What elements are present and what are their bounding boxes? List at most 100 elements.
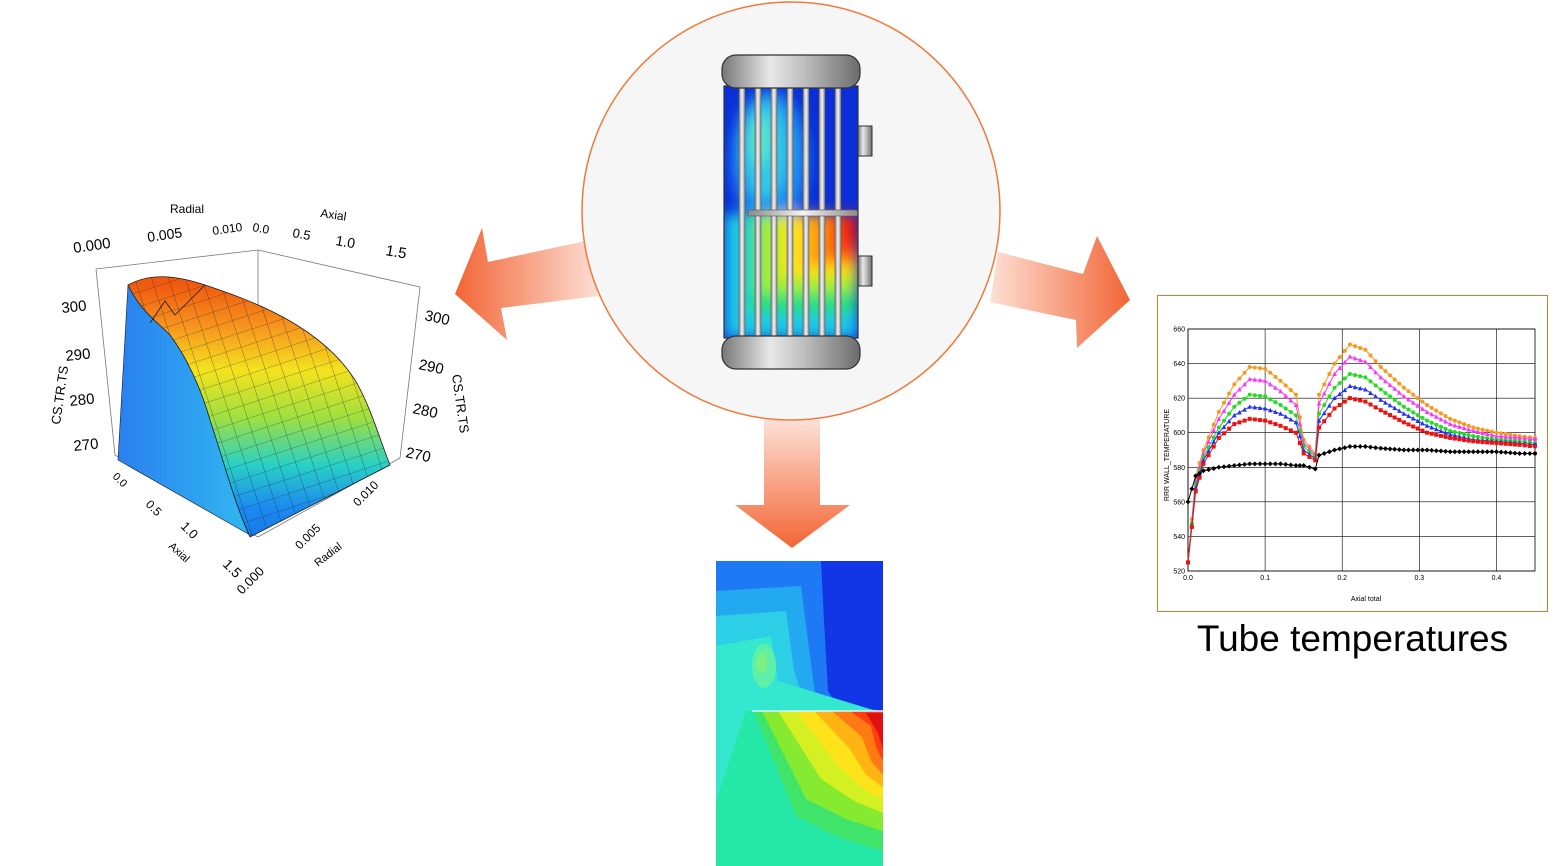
data-point xyxy=(1424,447,1430,453)
data-point xyxy=(1471,434,1476,439)
data-point xyxy=(1226,400,1232,405)
data-point xyxy=(1434,432,1439,437)
data-point xyxy=(1332,371,1337,376)
x-tick-label: 0.3 xyxy=(1414,575,1424,582)
series-4 xyxy=(1186,396,1537,565)
data-point xyxy=(1457,431,1462,436)
data-point xyxy=(1512,435,1518,440)
data-point xyxy=(1257,461,1263,467)
data-point xyxy=(1471,428,1476,433)
data-point xyxy=(1252,377,1258,382)
chart-series xyxy=(1185,342,1537,565)
data-point xyxy=(1337,403,1342,408)
data-point xyxy=(1383,369,1388,374)
data-point xyxy=(1322,382,1327,387)
data-point xyxy=(1508,434,1513,440)
y-axis-label: RRR WALL_TEMPERATURE xyxy=(1164,409,1171,502)
data-point xyxy=(1267,407,1273,413)
data-point xyxy=(1475,429,1481,435)
radial-ticks-top: 0.000 0.005 0.010 xyxy=(72,220,243,257)
data-point xyxy=(1332,406,1337,411)
data-point xyxy=(1466,423,1471,428)
data-point xyxy=(1312,466,1318,472)
axial-tick: 1.5 xyxy=(384,242,407,262)
data-point xyxy=(1262,378,1268,383)
data-point xyxy=(1226,418,1232,424)
data-point xyxy=(1326,449,1332,455)
data-point xyxy=(1420,420,1425,426)
data-point xyxy=(1327,371,1332,376)
data-point xyxy=(1293,419,1299,425)
data-point xyxy=(1443,414,1448,419)
data-point xyxy=(1363,375,1368,380)
data-point xyxy=(1278,378,1283,383)
data-point xyxy=(1216,430,1222,435)
data-point xyxy=(1237,410,1242,415)
data-point xyxy=(1522,443,1527,448)
y-tick-label: 620 xyxy=(1173,396,1185,403)
data-point xyxy=(1317,411,1322,416)
data-point xyxy=(1452,449,1458,455)
data-point xyxy=(1347,396,1352,401)
data-point xyxy=(1257,366,1262,371)
data-point xyxy=(1216,416,1222,421)
data-point xyxy=(1443,434,1448,439)
data-point xyxy=(1420,399,1425,404)
data-point xyxy=(1185,499,1191,505)
data-point xyxy=(1357,357,1363,363)
data-point xyxy=(1396,390,1402,395)
data-point xyxy=(1489,449,1495,455)
data-point xyxy=(1480,449,1486,455)
data-point xyxy=(1186,560,1190,565)
data-point xyxy=(1438,448,1444,454)
z-tick: 270 xyxy=(404,444,432,466)
data-point xyxy=(1471,425,1476,430)
data-point xyxy=(1242,418,1247,423)
data-point xyxy=(1247,376,1252,382)
data-point xyxy=(1392,386,1397,391)
data-point xyxy=(1301,451,1306,456)
data-point xyxy=(1237,376,1242,381)
data-point xyxy=(1368,390,1373,395)
data-point xyxy=(1392,397,1397,402)
data-point xyxy=(1327,412,1332,417)
data-point xyxy=(1406,422,1411,427)
data-point xyxy=(1232,422,1237,427)
data-point xyxy=(1452,418,1457,423)
data-point xyxy=(1485,428,1490,433)
data-point xyxy=(1363,399,1368,404)
data-point xyxy=(1489,429,1494,434)
data-point xyxy=(1257,393,1262,398)
data-point xyxy=(1197,470,1203,476)
data-point xyxy=(1221,418,1226,423)
data-point xyxy=(1433,414,1439,419)
data-point xyxy=(1388,373,1393,378)
axial-tick: 1.0 xyxy=(178,519,201,542)
y-tick-label: 580 xyxy=(1173,465,1185,472)
data-point xyxy=(1466,427,1471,432)
data-point xyxy=(1383,400,1388,405)
data-point xyxy=(1306,464,1312,470)
plot-area xyxy=(1187,328,1536,572)
data-point xyxy=(1283,414,1288,419)
data-point xyxy=(1383,378,1388,384)
data-point xyxy=(1462,422,1467,427)
data-point xyxy=(1278,461,1284,467)
data-point xyxy=(1288,397,1294,403)
data-point xyxy=(1378,365,1383,370)
data-point xyxy=(1337,391,1342,397)
data-point xyxy=(1406,447,1412,453)
baffle xyxy=(747,209,859,217)
surface-plot: Radial Axial 0.000 0.005 0.010 0.0 0.5 1… xyxy=(48,202,472,597)
data-point xyxy=(1388,394,1393,399)
data-point xyxy=(1211,439,1217,444)
z-tick: 290 xyxy=(417,356,445,378)
data-point xyxy=(1401,404,1406,409)
data-point xyxy=(1401,420,1406,425)
z-tick: 270 xyxy=(73,435,100,455)
data-point xyxy=(1227,391,1232,396)
data-point xyxy=(1342,387,1348,393)
data-point xyxy=(1415,447,1421,453)
data-point xyxy=(1216,464,1222,470)
data-point xyxy=(1337,381,1342,386)
